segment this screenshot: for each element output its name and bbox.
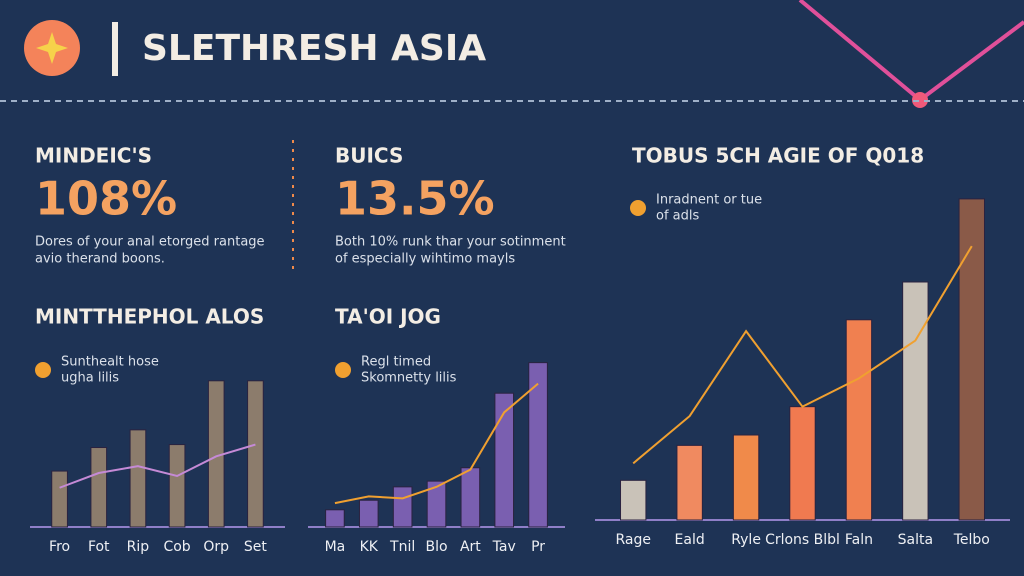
title-bar bbox=[112, 22, 118, 76]
bar bbox=[325, 509, 345, 528]
x-tick-label: Faln bbox=[845, 532, 873, 548]
kpi-value: 108% bbox=[35, 172, 177, 226]
bar bbox=[958, 198, 985, 521]
decor-spark bbox=[912, 92, 928, 108]
kpi-text: of especially wihtimo mayls bbox=[335, 252, 515, 267]
chart-title: TA'OI JOG bbox=[335, 305, 441, 329]
bar bbox=[358, 499, 379, 528]
bar bbox=[676, 444, 703, 521]
x-tick-label: Telbo bbox=[953, 532, 990, 548]
bar bbox=[845, 319, 873, 521]
x-tick-label: Pr bbox=[531, 539, 545, 555]
x-tick-label: Set bbox=[244, 539, 268, 555]
bar bbox=[247, 380, 264, 528]
bar bbox=[426, 480, 447, 528]
legend-text: Sunthealt hose bbox=[61, 355, 159, 370]
x-tick-label: Eald bbox=[675, 532, 705, 548]
page-title: SLETHRESH ASIA bbox=[142, 28, 486, 69]
x-tick-label: Orp bbox=[203, 539, 229, 555]
kpi-text: avio therand boons. bbox=[35, 252, 165, 267]
x-tick-label: Blo bbox=[425, 539, 447, 555]
chart-title: MINTTHEPHOL ALOS bbox=[35, 305, 264, 329]
kpi-value: 13.5% bbox=[335, 172, 495, 226]
x-tick-label: Cob bbox=[163, 539, 190, 555]
x-tick-label: Fot bbox=[88, 539, 110, 555]
legend-text: Skomnetty lilis bbox=[361, 371, 457, 386]
line bbox=[334, 382, 539, 505]
line bbox=[632, 245, 973, 465]
line bbox=[59, 443, 256, 489]
legend-icon bbox=[335, 362, 351, 378]
bar bbox=[460, 467, 481, 528]
x-tick-label: Ma bbox=[325, 539, 346, 555]
bar bbox=[902, 281, 929, 521]
bar bbox=[129, 429, 147, 528]
legend-text: of adls bbox=[656, 209, 699, 224]
bar bbox=[51, 470, 68, 528]
x-tick-label: KK bbox=[360, 539, 379, 555]
legend-icon bbox=[630, 200, 646, 216]
bar bbox=[392, 486, 413, 528]
kpi-label: MINDEIC'S bbox=[35, 144, 152, 168]
bar bbox=[528, 362, 548, 528]
x-tick-label: Rage bbox=[615, 532, 651, 548]
chart-title: TOBUS 5CH AGIE OF Q018 bbox=[632, 144, 924, 168]
bar bbox=[494, 392, 515, 528]
legend-text: Regl timed bbox=[361, 355, 431, 370]
bar bbox=[789, 406, 816, 521]
x-tick-label: Tav bbox=[492, 539, 516, 555]
decor-line bbox=[798, 0, 1024, 103]
bar bbox=[620, 479, 647, 521]
bar bbox=[168, 444, 186, 528]
x-tick-label: Ryle bbox=[731, 532, 761, 548]
kpi-text: Both 10% runk thar your sotinment bbox=[335, 235, 566, 250]
x-tick-label: Art bbox=[460, 539, 481, 555]
x-tick-label: Tnil bbox=[389, 539, 415, 555]
bar bbox=[90, 447, 108, 528]
legend-text: ugha lilis bbox=[61, 371, 119, 386]
bar bbox=[732, 434, 760, 521]
kpi-label: BUICS bbox=[335, 144, 403, 168]
legend-text: Inradnent or tue bbox=[656, 193, 762, 208]
kpi-text: Dores of your anal etorged rantage bbox=[35, 235, 265, 250]
x-tick-label: Salta bbox=[898, 532, 933, 548]
x-tick-label: Rip bbox=[127, 539, 150, 555]
legend-icon bbox=[35, 362, 51, 378]
logo-star bbox=[36, 32, 68, 64]
x-tick-label: Fro bbox=[49, 539, 70, 555]
x-tick-label: Crlons Blbl bbox=[765, 532, 840, 548]
